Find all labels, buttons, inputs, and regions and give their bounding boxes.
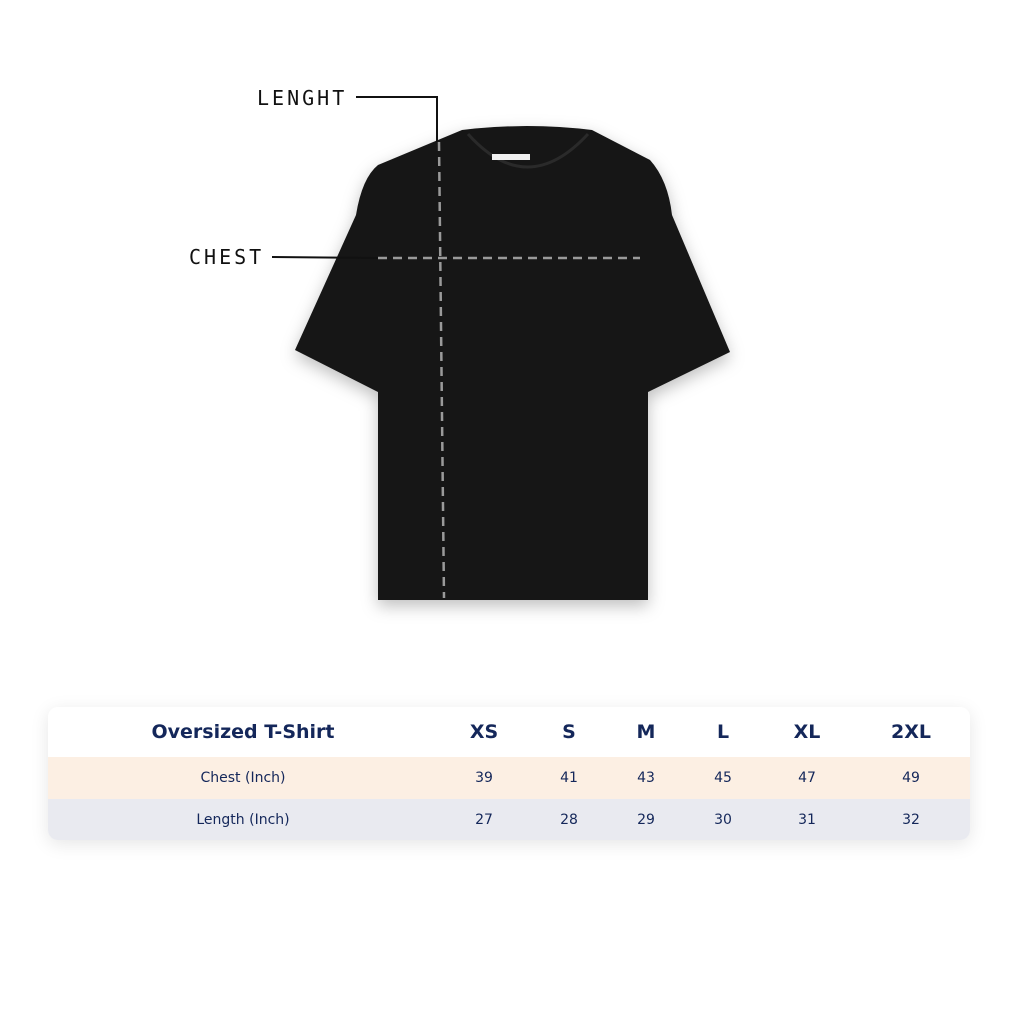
length-label: LENGHT (257, 86, 348, 110)
size-header: M (636, 721, 656, 743)
table-cell: 49 (902, 770, 920, 786)
table-cell: 43 (637, 770, 655, 786)
table-cell: 31 (798, 811, 816, 828)
row-label: Length (Inch) (196, 811, 290, 828)
table-row-length: Length (Inch) 27 28 29 30 31 32 (48, 799, 970, 840)
table-header-row: Oversized T-Shirt XS S M L XL 2XL (48, 707, 970, 757)
table-cell: 29 (637, 811, 655, 828)
tshirt-body (295, 126, 730, 600)
table-cell: 45 (714, 770, 732, 786)
chest-label: CHEST (189, 245, 265, 269)
size-header: XL (793, 721, 821, 743)
table-cell: 41 (560, 770, 578, 786)
size-header: XS (469, 721, 499, 743)
size-header: L (716, 721, 730, 743)
size-chart-table: Oversized T-Shirt XS S M L XL 2XL Chest … (48, 707, 970, 840)
size-header: S (562, 721, 576, 743)
table-cell: 32 (902, 811, 920, 828)
product-title: Oversized T-Shirt (151, 721, 335, 743)
table-cell: 30 (714, 811, 732, 828)
length-leader-line (356, 96, 438, 142)
table-cell: 47 (798, 770, 816, 786)
table-cell: 27 (475, 811, 493, 828)
table-row-chest: Chest (Inch) 39 41 43 45 47 49 (48, 757, 970, 799)
length-measure-line (437, 141, 446, 599)
row-label: Chest (Inch) (200, 770, 286, 786)
chest-leader-line (271, 256, 379, 259)
collar (466, 132, 590, 169)
neck-tag (492, 154, 530, 160)
table-cell: 39 (475, 770, 493, 786)
table-cell: 28 (560, 811, 578, 828)
size-header: 2XL (891, 721, 931, 743)
tshirt-illustration (271, 96, 730, 600)
